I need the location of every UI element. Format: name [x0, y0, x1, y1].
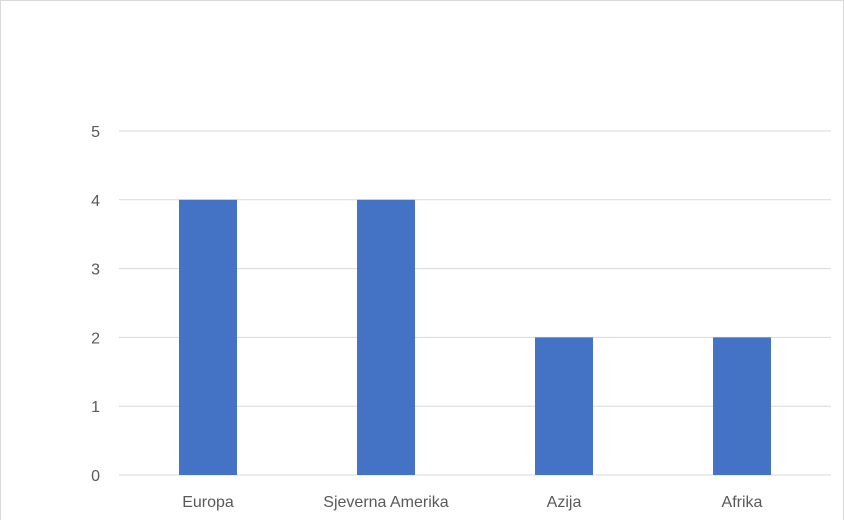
bar-afrika — [713, 337, 771, 475]
y-tick-label: 4 — [91, 193, 100, 210]
x-category-label: Sjeverna Amerika — [323, 494, 448, 511]
x-axis-labels: Europa Sjeverna Amerika Azija Afrika — [182, 494, 762, 511]
y-tick-label: 5 — [91, 124, 100, 141]
bar-azija — [535, 337, 593, 475]
x-category-label: Azija — [547, 494, 582, 511]
y-tick-label: 0 — [91, 468, 100, 485]
bar-europa — [179, 199, 237, 476]
gridlines — [119, 130, 831, 476]
x-category-label: Afrika — [722, 494, 763, 511]
bars — [179, 199, 771, 476]
y-tick-label: 1 — [91, 399, 100, 416]
y-tick-label: 2 — [91, 330, 100, 347]
y-tick-label: 3 — [91, 262, 100, 279]
bar-sjeverna-amerika — [357, 199, 415, 476]
y-axis-ticks: 0 1 2 3 4 5 — [91, 124, 100, 485]
x-category-label: Europa — [182, 494, 234, 511]
